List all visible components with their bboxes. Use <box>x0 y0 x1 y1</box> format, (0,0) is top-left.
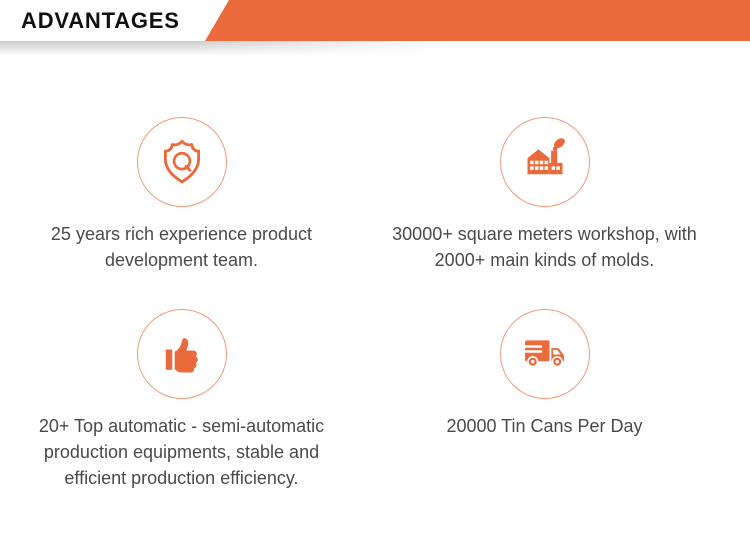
quality-shield-icon <box>136 117 227 207</box>
thumbs-up-icon <box>136 309 227 399</box>
factory-icon-svg <box>527 138 565 175</box>
section-title: ADVANTAGES <box>21 7 180 33</box>
thumbs-up-icon-svg <box>165 338 198 373</box>
quality-shield-icon-svg <box>163 139 200 184</box>
advantage-item-experience: 25 years rich experience product develop… <box>0 117 363 273</box>
advantage-item-workshop: 30000+ square meters workshop, with 2000… <box>363 117 726 273</box>
delivery-truck-icon <box>499 309 590 399</box>
section-title-tab: ADVANTAGES <box>0 0 229 41</box>
delivery-truck-icon-svg <box>522 340 564 368</box>
advantage-item-capacity: 20000 Tin Cans Per Day <box>363 309 726 491</box>
advantage-text: 20000 Tin Cans Per Day <box>446 416 643 436</box>
advantages-grid: 25 years rich experience product develop… <box>0 41 726 491</box>
factory-icon <box>499 117 590 207</box>
advantage-text: 30000+ square meters workshop, with 2000… <box>392 224 697 270</box>
advantage-text: 25 years rich experience product develop… <box>50 224 313 270</box>
advantage-item-equipment: 20+ Top automatic - semi-automatic produ… <box>0 309 363 491</box>
section-header-banner: ADVANTAGES <box>0 0 750 41</box>
advantage-text: 20+ Top automatic - semi-automatic produ… <box>38 416 325 488</box>
